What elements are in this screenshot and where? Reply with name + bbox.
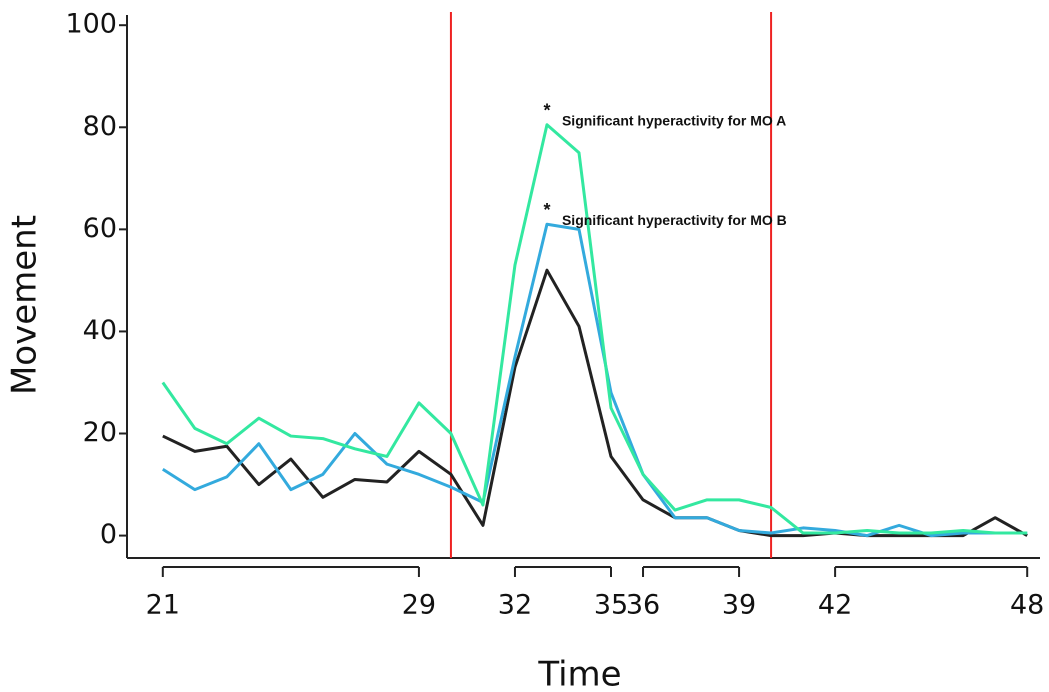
x-tick-label: 32 xyxy=(498,590,532,621)
annotation-text: Significant hyperactivity for MO B xyxy=(562,212,787,228)
x-tick-label: 21 xyxy=(146,590,180,621)
y-tick-label: 40 xyxy=(83,315,117,346)
y-tick-label: 0 xyxy=(100,519,117,550)
x-tick-label: 42 xyxy=(818,590,852,621)
y-tick-label: 80 xyxy=(83,111,117,142)
x-tick-label: 36 xyxy=(626,590,660,621)
annotation-marker: * xyxy=(543,200,550,220)
annotation-text: Significant hyperactivity for MO A xyxy=(562,113,786,129)
y-axis-title: Movement xyxy=(5,215,45,395)
annotation-marker: * xyxy=(543,101,550,121)
x-tick-label: 48 xyxy=(1010,590,1044,621)
series-line xyxy=(162,268,1028,538)
x-tick-label: 29 xyxy=(402,590,436,621)
x-tick-label: 35 xyxy=(594,590,628,621)
series-line xyxy=(161,123,1028,535)
y-tick-label: 20 xyxy=(83,417,117,448)
x-axis-title: Time xyxy=(537,655,621,692)
y-tick-label: 60 xyxy=(83,213,117,244)
y-tick-label: 100 xyxy=(65,9,117,40)
x-tick-label: 39 xyxy=(722,590,756,621)
